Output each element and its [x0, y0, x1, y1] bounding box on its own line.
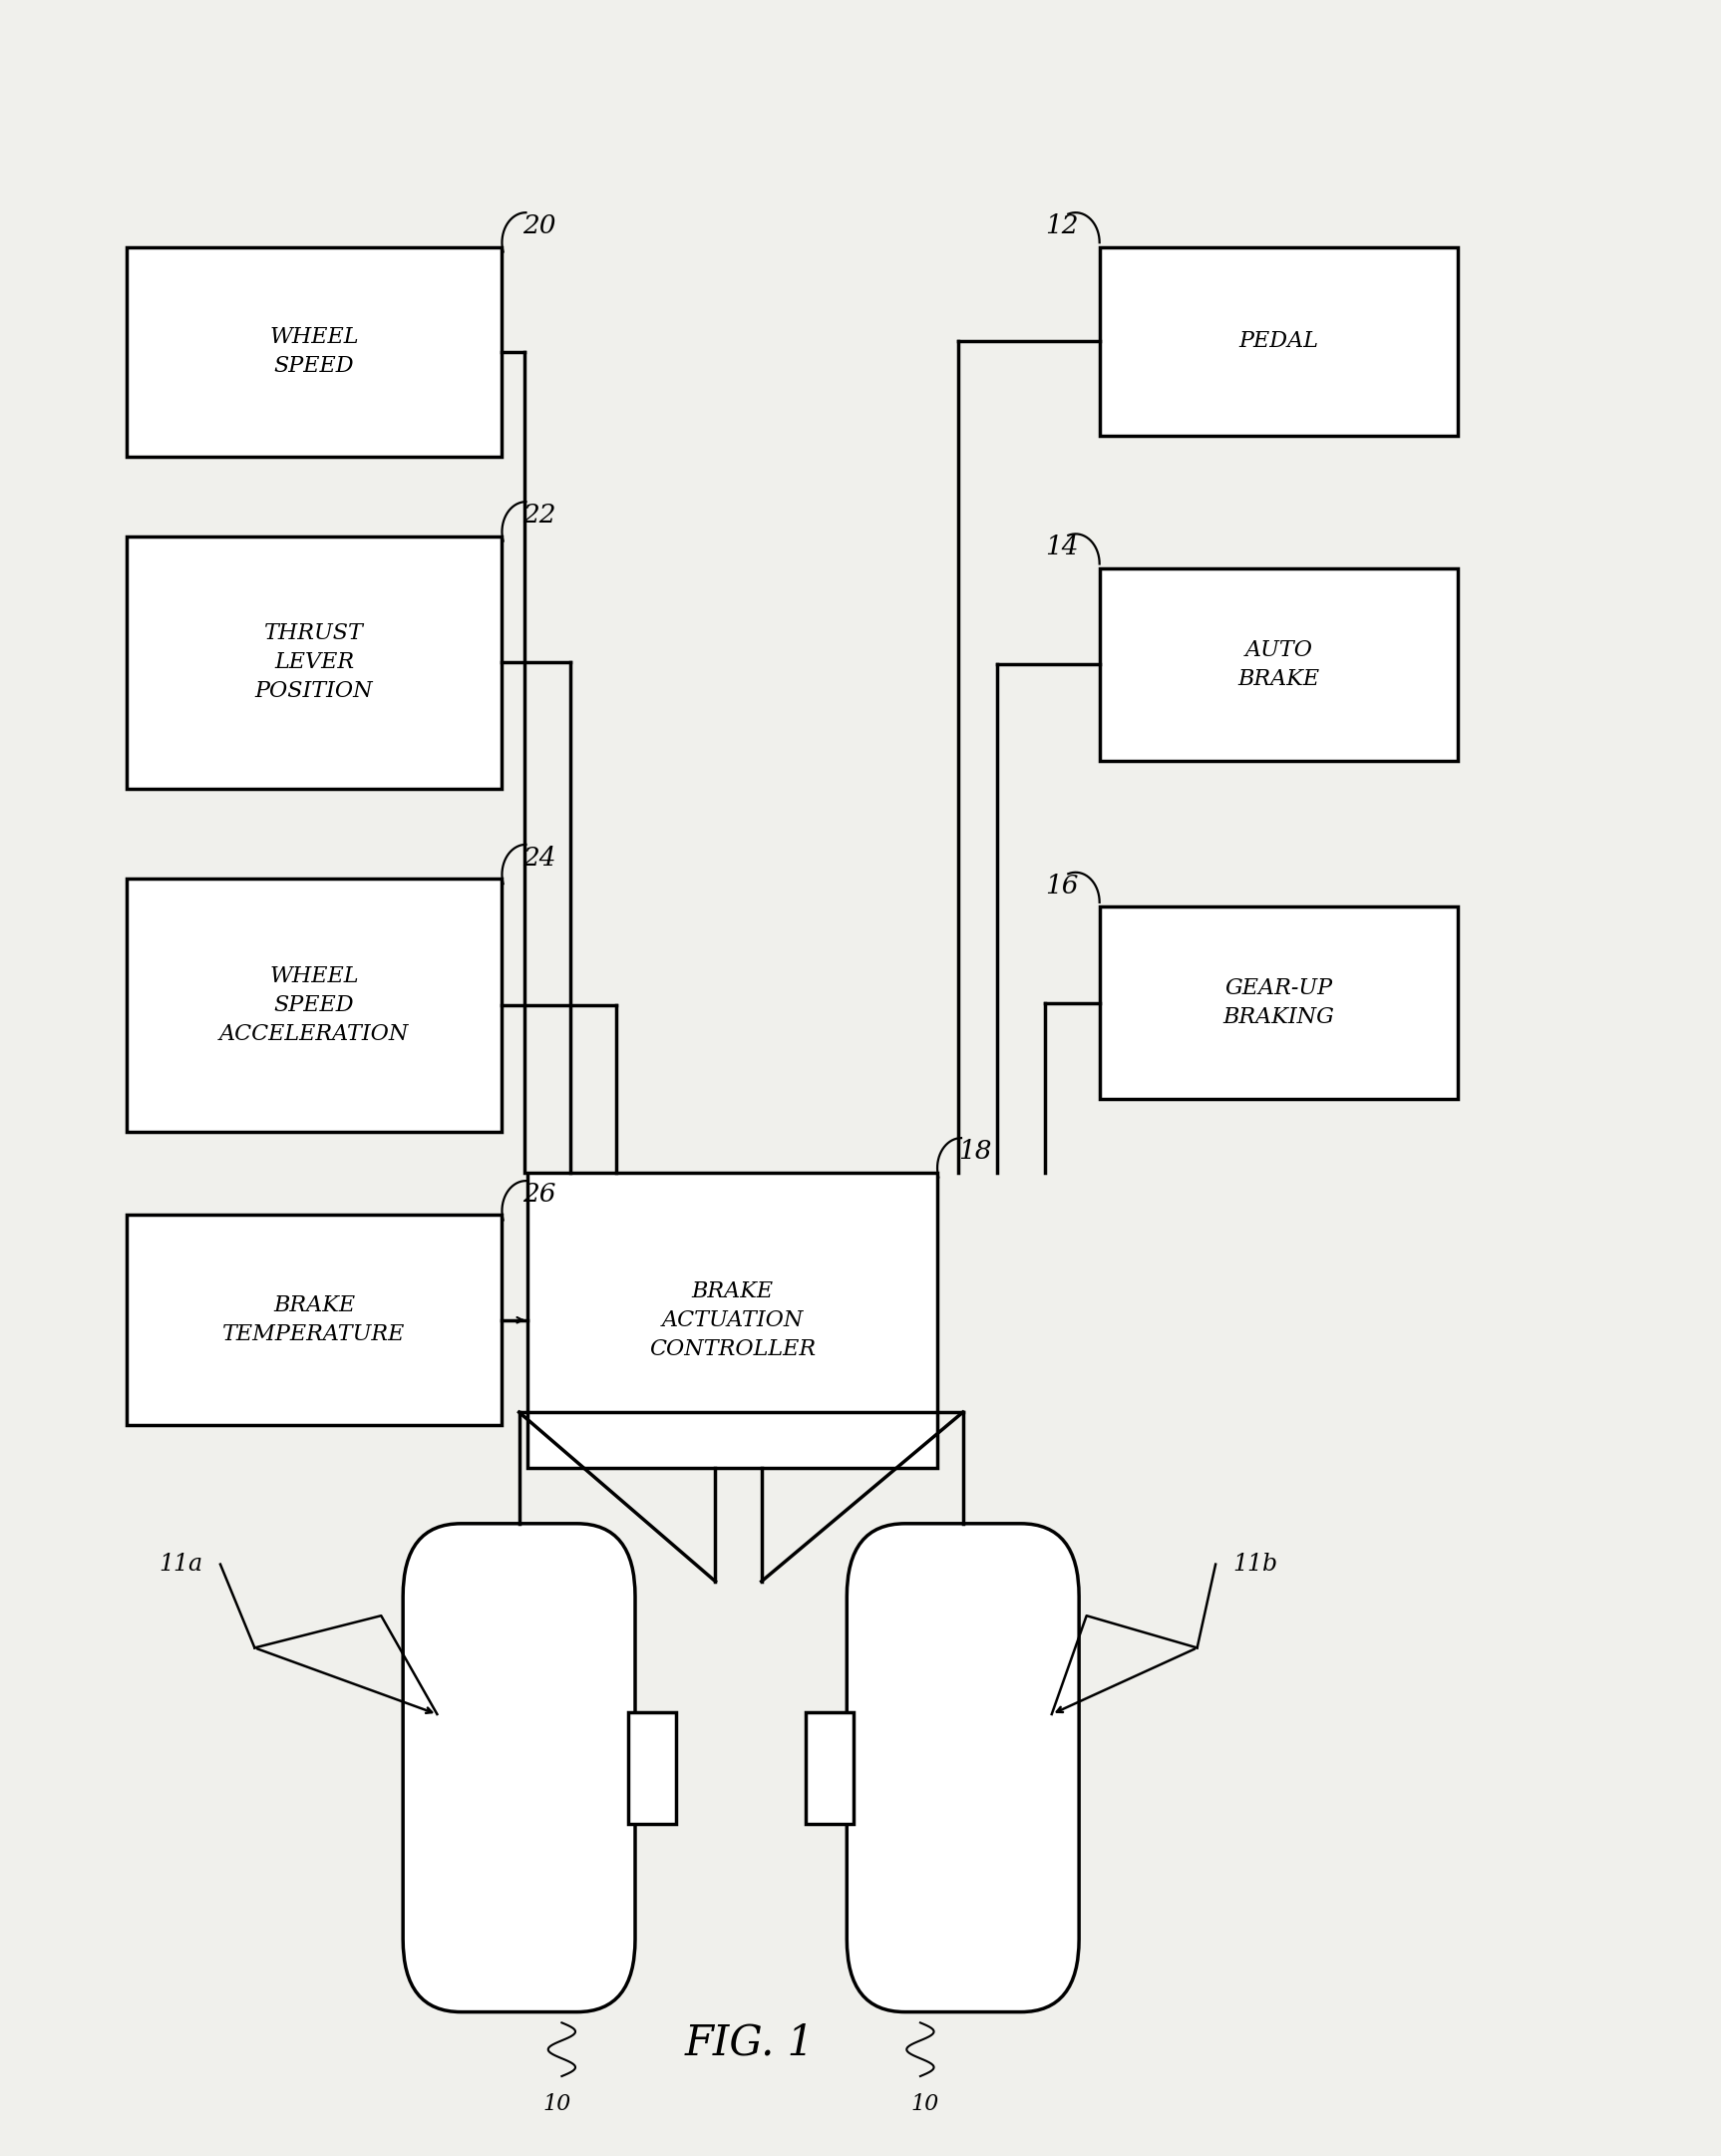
FancyBboxPatch shape — [528, 1173, 938, 1468]
Text: 12: 12 — [1045, 213, 1079, 239]
FancyBboxPatch shape — [1100, 908, 1458, 1100]
FancyBboxPatch shape — [628, 1712, 676, 1824]
Text: AUTO
BRAKE: AUTO BRAKE — [1237, 638, 1320, 690]
Text: 22: 22 — [523, 502, 556, 528]
Text: PEDAL: PEDAL — [1239, 330, 1318, 351]
Text: THRUST
LEVER
POSITION: THRUST LEVER POSITION — [255, 623, 373, 703]
Text: WHEEL
SPEED
ACCELERATION: WHEEL SPEED ACCELERATION — [219, 966, 410, 1046]
FancyBboxPatch shape — [1100, 246, 1458, 436]
Text: 11a: 11a — [160, 1552, 203, 1576]
FancyBboxPatch shape — [1100, 569, 1458, 761]
FancyBboxPatch shape — [126, 1216, 503, 1425]
Text: 11b: 11b — [1232, 1552, 1277, 1576]
Text: 10: 10 — [912, 2093, 940, 2115]
Text: 16: 16 — [1045, 873, 1079, 899]
Text: BRAKE
ACTUATION
CONTROLLER: BRAKE ACTUATION CONTROLLER — [649, 1281, 816, 1360]
FancyBboxPatch shape — [126, 880, 503, 1132]
Text: GEAR-UP
BRAKING: GEAR-UP BRAKING — [1224, 977, 1334, 1028]
Text: WHEEL
SPEED: WHEEL SPEED — [270, 326, 360, 377]
Text: 18: 18 — [959, 1138, 991, 1164]
FancyBboxPatch shape — [126, 246, 503, 457]
Text: 26: 26 — [523, 1181, 556, 1207]
Text: 24: 24 — [523, 845, 556, 871]
FancyBboxPatch shape — [126, 537, 503, 789]
Text: 10: 10 — [542, 2093, 571, 2115]
FancyBboxPatch shape — [847, 1524, 1079, 2012]
Text: 20: 20 — [523, 213, 556, 239]
FancyBboxPatch shape — [403, 1524, 635, 2012]
Text: BRAKE
TEMPERATURE: BRAKE TEMPERATURE — [222, 1296, 406, 1345]
FancyBboxPatch shape — [805, 1712, 854, 1824]
Text: FIG. 1: FIG. 1 — [685, 2022, 814, 2063]
Text: 14: 14 — [1045, 535, 1079, 561]
